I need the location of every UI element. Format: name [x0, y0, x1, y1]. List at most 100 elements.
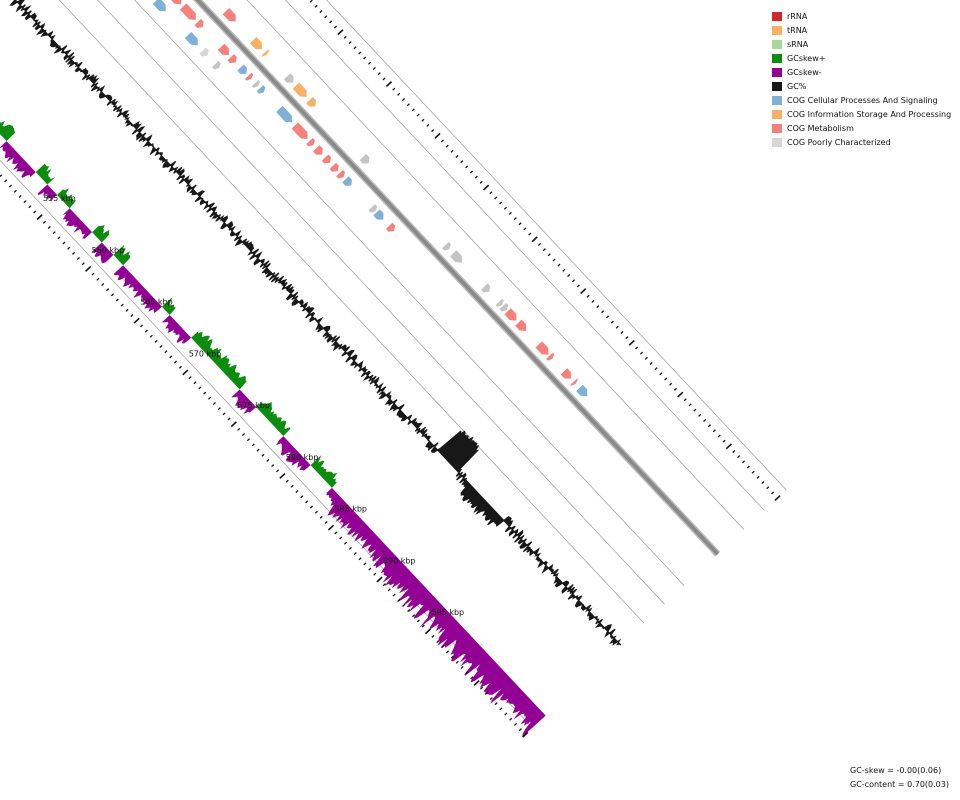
legend-label: GC%: [787, 81, 807, 91]
minor-tick: [407, 609, 411, 613]
minor-tick: [52, 231, 56, 235]
minor-tick: [552, 258, 556, 262]
cds-arrow: [276, 105, 292, 123]
minor-tick: [455, 154, 459, 158]
trna-swatch-icon: [772, 25, 782, 35]
major-tick: [725, 443, 732, 450]
gc-skew-positive-area: [310, 455, 338, 488]
scale-labels: 555 kbp 560 kbp 565 kbp 570 kbp 575 kbp 580 k…: [43, 194, 464, 617]
minor-tick: [649, 362, 653, 366]
legend-item: COG Metabolism: [772, 121, 951, 135]
minor-tick: [406, 103, 410, 107]
cds-arrow: [546, 352, 555, 361]
major-tick: [230, 421, 237, 428]
minor-tick: [314, 4, 318, 8]
minor-tick: [96, 277, 100, 281]
legend-item: GCskew-: [772, 65, 951, 79]
minor-tick: [339, 536, 343, 540]
cds-arrow: [560, 368, 571, 379]
cds-arrow: [504, 308, 517, 321]
track-guide-lines: [0, 0, 787, 729]
legend-label: GCskew-: [787, 67, 822, 77]
gc-skew-stat: GC-skew = -0.00(0.06): [850, 766, 942, 775]
kbp-label: 580 kbp: [286, 453, 319, 462]
kbp-label: 565 kbp: [140, 298, 173, 307]
legend-label: COG Information Storage And Processing: [787, 109, 952, 119]
minor-tick: [669, 382, 673, 386]
cds-arrow: [261, 49, 270, 57]
minor-tick: [479, 180, 483, 184]
minor-tick: [198, 386, 202, 390]
minor-tick: [659, 372, 663, 376]
minor-tick: [377, 72, 381, 76]
major-tick: [580, 288, 587, 295]
minor-tick: [411, 614, 416, 618]
minor-tick: [732, 449, 736, 453]
cds-arrow: [368, 204, 378, 213]
minor-tick: [174, 360, 178, 364]
minor-tick: [644, 356, 648, 360]
minor-tick: [4, 179, 8, 183]
cds-arrow: [199, 47, 209, 57]
cds-arrow: [336, 170, 345, 179]
major-tick: [473, 680, 480, 686]
minor-tick: [426, 123, 430, 127]
minor-tick: [586, 294, 590, 298]
minor-tick: [440, 139, 444, 143]
genome-backbone: [192, 0, 721, 557]
major-tick: [376, 576, 383, 583]
minor-tick: [605, 315, 610, 319]
minor-tick: [489, 191, 493, 195]
minor-tick: [276, 469, 280, 473]
major-tick: [36, 214, 43, 221]
minor-tick: [479, 686, 484, 690]
kbp-label: 590 kbp: [383, 556, 416, 565]
minor-tick: [504, 712, 508, 716]
minor-tick: [18, 194, 22, 198]
gc-skew-negative-area: [62, 208, 93, 239]
minor-tick: [115, 298, 119, 302]
minor-tick: [513, 217, 517, 221]
minor-tick: [120, 303, 124, 307]
inner-scale-ticks: [0, 174, 529, 738]
legend-label: tRNA: [787, 25, 808, 35]
minor-tick: [741, 460, 746, 464]
gc-skew-negative-area: [326, 487, 546, 737]
major-tick: [279, 472, 286, 479]
legend-item: GCskew+: [772, 51, 951, 65]
minor-tick: [567, 274, 571, 278]
minor-tick: [110, 293, 114, 297]
minor-tick: [363, 562, 367, 566]
minor-tick: [421, 624, 425, 628]
cds-arrow: [306, 97, 316, 107]
cds-arrow: [373, 209, 384, 220]
cds-arrow: [515, 319, 527, 331]
gc-skew-positive-area: [92, 225, 110, 243]
minor-tick: [664, 377, 668, 381]
minor-tick: [698, 413, 702, 417]
major-tick: [337, 29, 344, 36]
kbp-label: 585 kbp: [334, 505, 367, 514]
minor-tick: [348, 41, 352, 45]
major-tick: [531, 236, 538, 243]
minor-tick: [445, 144, 449, 148]
guide-line: [0, 159, 533, 729]
gc-skew-negative-area: [276, 436, 311, 471]
minor-tick: [625, 336, 629, 340]
minor-tick: [489, 697, 493, 701]
cds-arrow: [217, 43, 229, 56]
major-tick: [327, 524, 335, 531]
minor-tick: [441, 645, 445, 649]
cds-arrow: [237, 64, 247, 74]
minor-tick: [101, 282, 105, 286]
rrna-swatch-icon: [772, 11, 782, 21]
minor-tick: [474, 175, 478, 179]
minor-tick: [91, 272, 95, 276]
minor-tick: [285, 479, 289, 483]
minor-tick: [576, 284, 580, 288]
cds-arrow: [227, 54, 237, 64]
minor-tick: [436, 640, 440, 644]
minor-tick: [125, 308, 129, 312]
cog-poorly-swatch-icon: [772, 137, 782, 147]
major-tick: [133, 317, 140, 324]
